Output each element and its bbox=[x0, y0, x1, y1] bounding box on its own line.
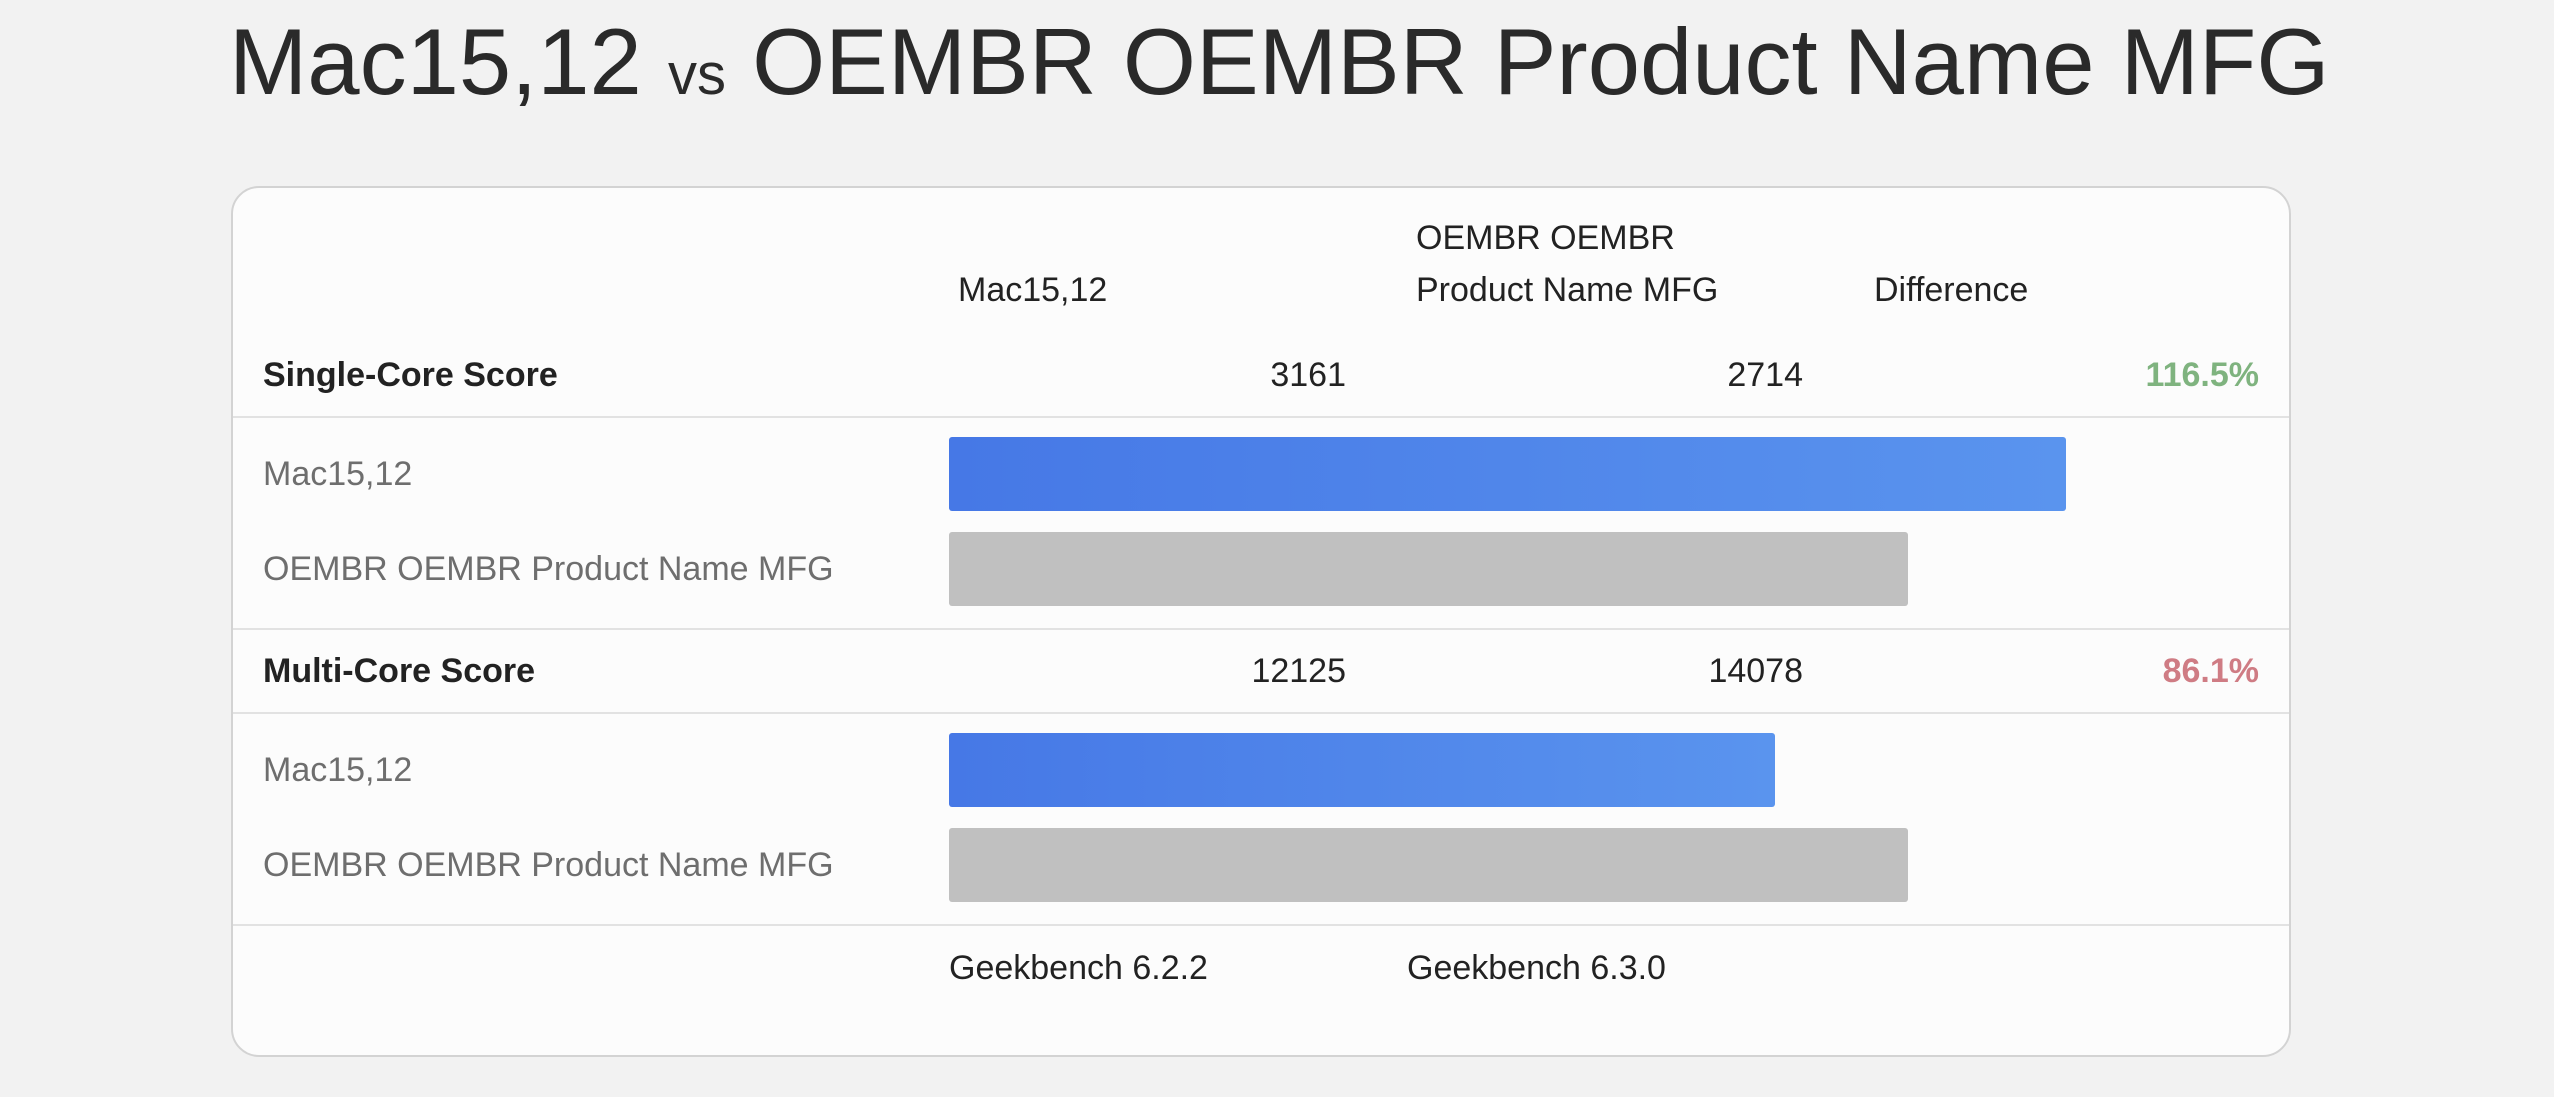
header-difference: Difference bbox=[1874, 271, 2029, 309]
single-core-bar-a bbox=[949, 437, 2066, 511]
single-core-row: Single-Core Score 3161 2714 116.5% bbox=[233, 333, 2289, 417]
multi-core-bar-a bbox=[949, 733, 1775, 807]
single-core-label: Single-Core Score bbox=[263, 356, 558, 394]
header-device-b-line1: OEMBR OEMBR bbox=[1416, 219, 1675, 257]
header-device-b-line2: Product Name MFG bbox=[1416, 271, 1719, 309]
multi-core-bar-b bbox=[949, 828, 1908, 902]
multi-core-bar-label-b: OEMBR OEMBR Product Name MFG bbox=[263, 846, 834, 884]
page-title: Mac15,12 vs OEMBR OEMBR Product Name MFG bbox=[229, 12, 2329, 125]
divider bbox=[233, 712, 2289, 714]
title-device-b: OEMBR OEMBR Product Name MFG bbox=[752, 9, 2330, 114]
multi-core-score-a: 12125 bbox=[1251, 652, 1346, 690]
single-core-bar-label-b: OEMBR OEMBR Product Name MFG bbox=[263, 550, 834, 588]
title-vs: vs bbox=[667, 42, 726, 107]
single-core-bar-b bbox=[949, 532, 1908, 606]
divider bbox=[233, 628, 2289, 630]
multi-core-score-b: 14078 bbox=[1708, 652, 1803, 690]
title-device-a: Mac15,12 bbox=[229, 9, 642, 114]
multi-core-label: Multi-Core Score bbox=[263, 652, 536, 690]
divider bbox=[233, 416, 2289, 418]
multi-core-difference: 86.1% bbox=[2162, 652, 2259, 690]
comparison-card: Mac15,12 OEMBR OEMBR Product Name MFG Di… bbox=[231, 186, 2291, 1057]
single-core-score-b: 2714 bbox=[1727, 356, 1803, 394]
multi-core-row: Multi-Core Score 12125 14078 86.1% bbox=[233, 629, 2289, 713]
divider bbox=[233, 924, 2289, 926]
footer-version-b: Geekbench 6.3.0 bbox=[1407, 949, 1666, 987]
single-core-bar-label-a: Mac15,12 bbox=[263, 455, 413, 493]
footer-version-a: Geekbench 6.2.2 bbox=[949, 949, 1208, 987]
multi-core-bar-label-a: Mac15,12 bbox=[263, 751, 413, 789]
single-core-score-a: 3161 bbox=[1270, 356, 1346, 394]
header-device-a: Mac15,12 bbox=[958, 271, 1108, 309]
single-core-difference: 116.5% bbox=[2145, 356, 2259, 394]
